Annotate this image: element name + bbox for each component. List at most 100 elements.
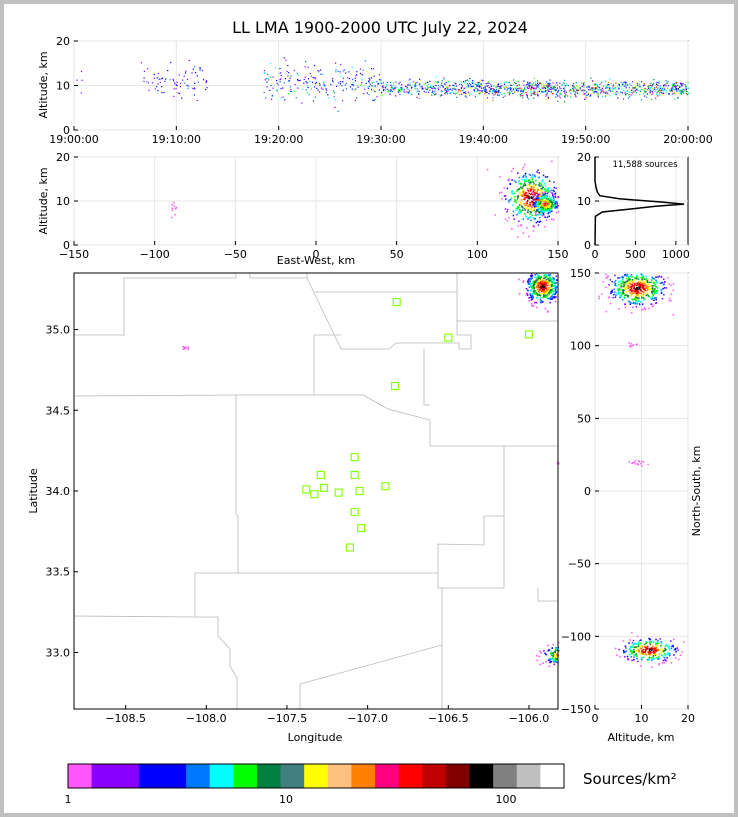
ns-height-source	[619, 288, 622, 291]
time-height-source	[464, 87, 466, 89]
time-height-source	[263, 91, 265, 94]
ew-height-source	[521, 194, 523, 196]
ew-height-source	[518, 176, 521, 179]
ns-height-source	[670, 640, 672, 642]
time-height-source	[553, 88, 555, 90]
time-height-source	[447, 81, 449, 83]
plan-view-source	[537, 288, 539, 290]
ns-height-source	[606, 277, 608, 279]
ns-height-source	[665, 287, 668, 289]
ns-height-source	[651, 657, 654, 660]
figure-frame: LL LMA 1900-2000 UTC July 22, 2024 19:00…	[4, 4, 734, 813]
ew-height-source	[501, 198, 503, 200]
ns-height-source	[636, 303, 638, 305]
time-height-source	[477, 90, 479, 92]
plan-view-source	[543, 283, 546, 286]
time-height-source	[81, 79, 83, 81]
ew-height-source	[546, 201, 549, 203]
ns-height-ylabel: North-South, km	[690, 446, 703, 537]
ew-height-source	[548, 210, 550, 212]
time-height-source	[163, 91, 165, 94]
time-height-source	[672, 84, 674, 86]
time-height-source	[559, 89, 561, 91]
time-height-source	[381, 86, 383, 88]
time-height-source	[619, 85, 621, 88]
time-height-source	[473, 90, 475, 92]
histogram-y-tick-label: 20	[577, 151, 591, 164]
time-height-source	[595, 87, 597, 89]
time-height-source	[460, 84, 463, 86]
plan-view-source	[550, 657, 552, 660]
plan-view-source	[551, 298, 554, 300]
time-height-source	[675, 87, 677, 89]
ew-height-source	[529, 205, 531, 208]
time-height-source	[309, 81, 311, 83]
time-height-source	[569, 90, 571, 92]
time-height-source	[280, 97, 282, 99]
time-height-source	[678, 89, 680, 91]
time-height-source	[556, 82, 558, 84]
time-height-source	[379, 79, 381, 81]
plan-view-source	[538, 294, 540, 296]
time-height-source	[444, 93, 446, 95]
ew-height-source	[528, 183, 531, 185]
ns-height-source	[624, 273, 626, 276]
time-height-source	[172, 78, 174, 80]
time-height-source	[179, 86, 181, 88]
ns-height-source	[641, 279, 643, 281]
ns-height-source	[626, 292, 629, 295]
time-height-source	[334, 92, 336, 94]
plan-view-source	[545, 280, 547, 283]
time-height-source	[289, 86, 291, 88]
time-height-source	[385, 89, 387, 91]
ew-height-source	[537, 197, 540, 200]
plan-view-y-tick-label: 35.0	[46, 324, 71, 337]
ns-height-source	[661, 648, 663, 651]
time-height-source	[584, 98, 586, 100]
time-height-source	[186, 84, 188, 86]
time-height-source	[457, 91, 460, 93]
ns-height-source	[631, 280, 633, 283]
plan-view-source	[542, 296, 544, 299]
time-height-source	[595, 90, 597, 93]
time-height-source	[478, 86, 481, 88]
plan-view-source	[540, 286, 543, 288]
time-height-source	[554, 90, 557, 92]
time-height-source	[420, 79, 422, 81]
time-height-source	[461, 90, 463, 92]
ns-height-source	[663, 657, 666, 659]
ns-height-source	[641, 309, 643, 311]
ns-height-source	[653, 281, 655, 284]
ns-height-source	[622, 285, 625, 288]
time-height-source	[164, 80, 166, 82]
ew-height-source	[552, 198, 554, 201]
ew-height-source	[519, 182, 522, 185]
time-height-source	[513, 86, 515, 88]
ew-height-source	[544, 189, 546, 191]
time-height-source	[604, 92, 606, 94]
time-height-source	[533, 92, 535, 94]
ns-height-source	[638, 285, 640, 287]
time-height-source	[448, 89, 450, 91]
ew-height-source	[536, 207, 539, 209]
time-height-source	[376, 81, 378, 83]
time-height-source	[175, 88, 177, 90]
time-height-source	[530, 88, 532, 90]
ns-height-source	[628, 648, 631, 650]
ns-height-source	[609, 279, 611, 281]
time-height-source	[446, 90, 448, 92]
time-height-source	[283, 82, 285, 84]
time-height-source	[684, 84, 686, 86]
time-height-source	[197, 81, 199, 83]
ew-height-source	[506, 220, 509, 222]
ns-height-source	[663, 662, 665, 664]
ns-height-source	[641, 465, 643, 467]
plan-view-source	[530, 296, 533, 298]
time-height-source	[662, 90, 664, 92]
time-height-source	[335, 69, 337, 71]
ns-height-source	[628, 285, 630, 288]
ew-height-source	[517, 206, 519, 208]
time-height-source	[546, 82, 549, 85]
ew-height-source	[539, 199, 541, 202]
ew-height-source	[539, 202, 542, 204]
